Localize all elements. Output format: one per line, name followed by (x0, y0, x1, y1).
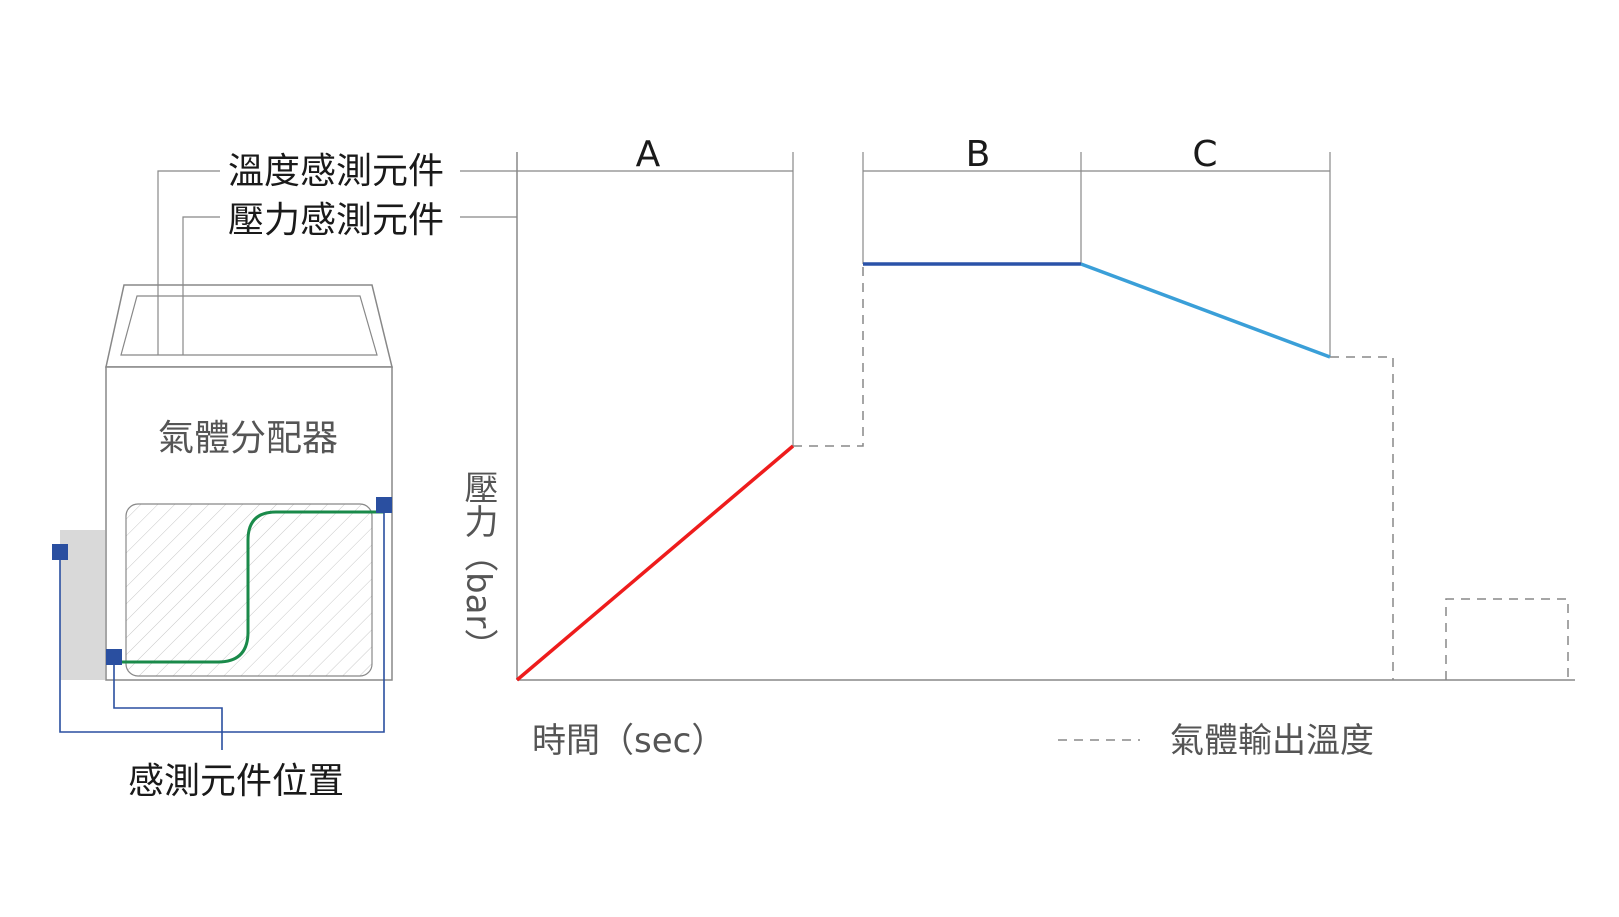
temp-sensor-label: 溫度感測元件 (228, 151, 444, 192)
distributor-label: 氣體分配器 (158, 418, 338, 459)
phase-b-label: B (966, 134, 991, 175)
pressure-sensor-leader (182, 216, 220, 355)
phase-c-pressure-line (1080, 262, 1331, 359)
distributor-top-inner (120, 295, 378, 356)
green-flow-path (112, 510, 384, 664)
legend-label: 氣體輸出溫度 (1170, 721, 1374, 761)
y-axis-label: 壓力（bar） (458, 470, 498, 662)
temp-dashed-1 (793, 264, 864, 447)
phase-c-label: C (1192, 134, 1217, 175)
x-axis-label: 時間（sec） (532, 721, 725, 761)
temp-sensor-leader (157, 170, 220, 355)
pressure-sensor-label: 壓力感測元件 (228, 200, 444, 241)
sensor-square-bottom (106, 649, 122, 665)
phase-a-pressure-line (515, 444, 795, 682)
phase-a-label: A (636, 134, 661, 175)
pressure-time-chart: A B C (515, 134, 1575, 741)
sensor-square-right (376, 497, 392, 513)
temp-dashed-2 (1330, 356, 1394, 680)
sensor-bracket-inner (113, 665, 223, 750)
gas-distributor-drawing (52, 170, 517, 750)
sensor-location-label: 感測元件位置 (128, 761, 344, 802)
temp-dashed-3 (1445, 598, 1569, 680)
sensor-square-left (52, 544, 68, 560)
